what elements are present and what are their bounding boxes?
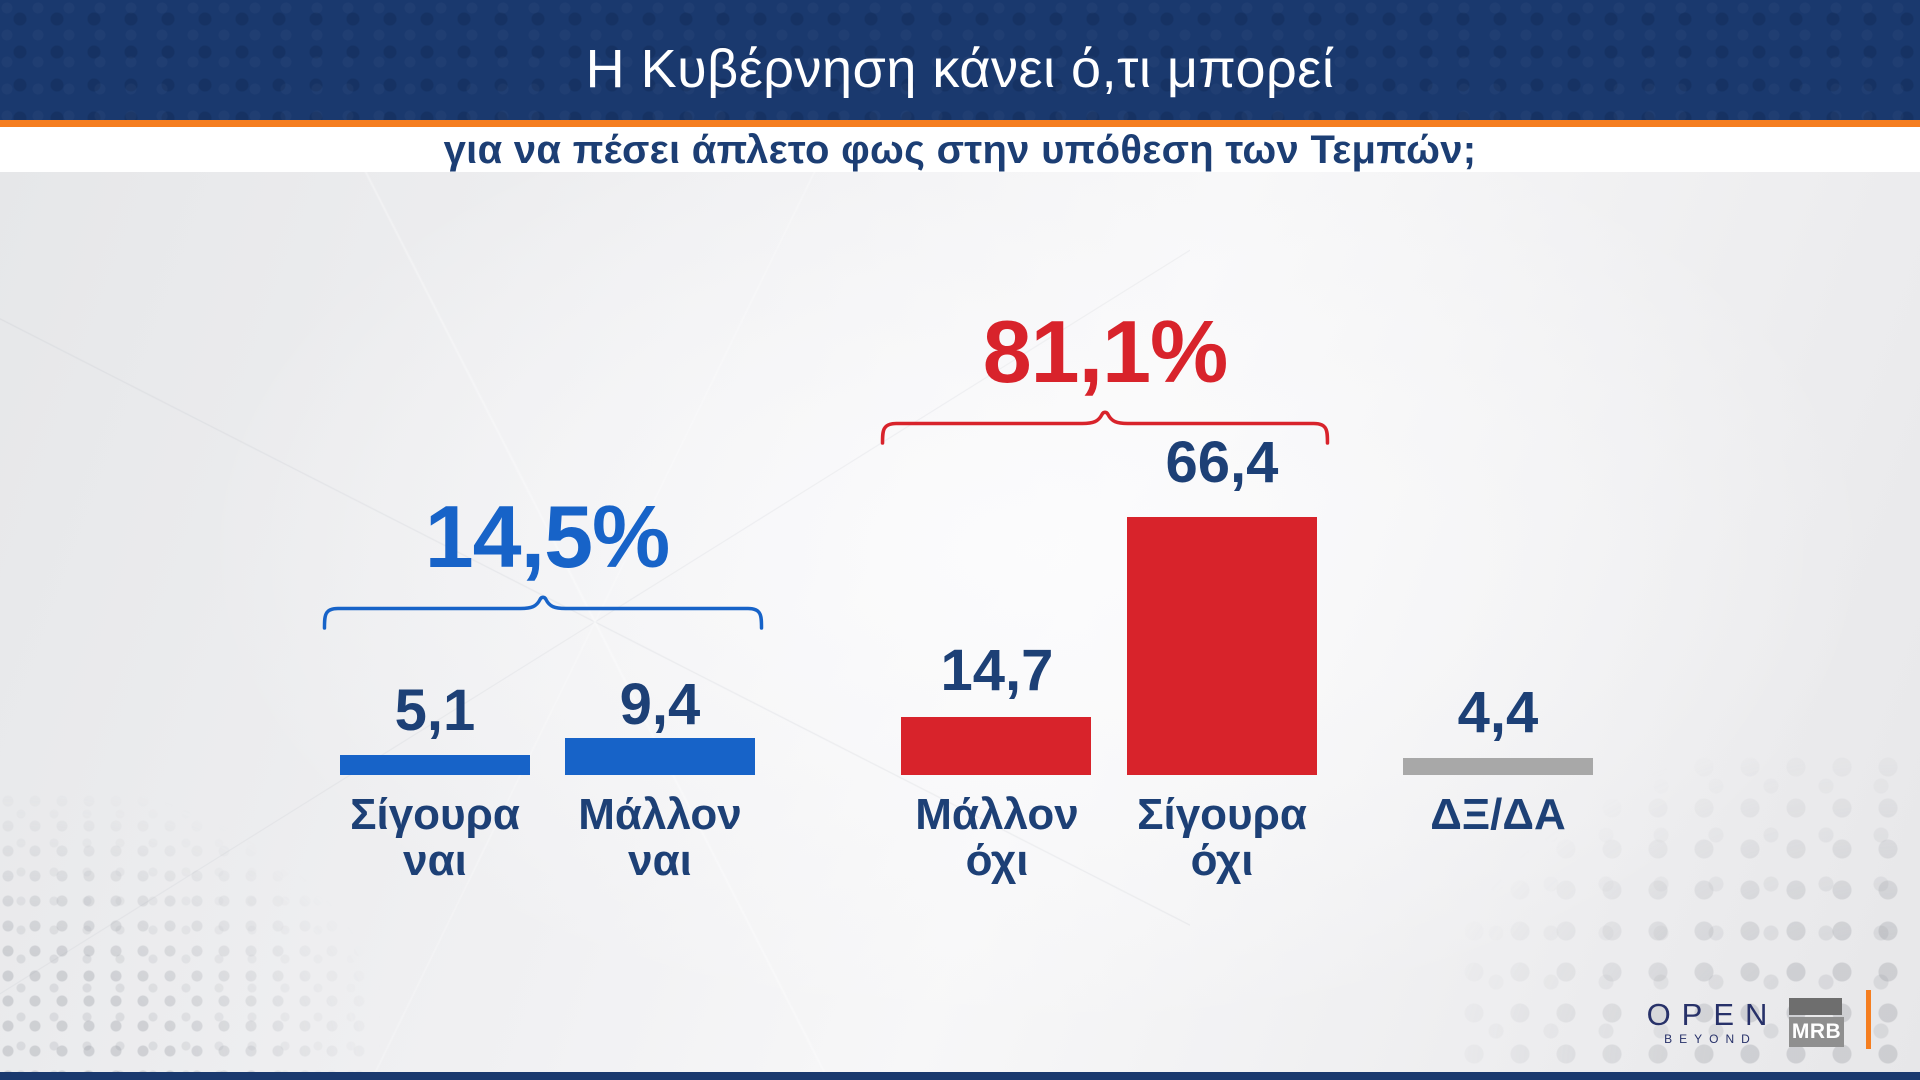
bar-value-dxda: 4,4: [1457, 680, 1539, 745]
header-dot-pattern: [0, 0, 1920, 120]
group-brace-yes: [322, 595, 764, 630]
bar-sigoura-ochi: [1127, 517, 1317, 775]
bar-label-dxda: ΔΞ/ΔΑ: [1430, 790, 1566, 839]
open-logo-tagline: BEYOND: [1664, 1032, 1757, 1046]
mrb-pollster-logo: MRB: [1789, 998, 1844, 1047]
header-bar: Η Κυβέρνηση κάνει ό,τι μπορεί: [0, 0, 1920, 120]
orange-accent-line: [1866, 990, 1871, 1049]
orange-divider: [0, 120, 1920, 127]
group-brace-no: [880, 410, 1330, 445]
mrb-logo-text: MRB: [1789, 1017, 1844, 1047]
bar-label-sigoura-nai: Σίγουρα ναι: [350, 790, 520, 885]
bar-label-mallon-nai: Μάλλον ναι: [578, 790, 742, 885]
bar-sigoura-nai: [340, 755, 530, 775]
group-total-yes: 14,5%: [424, 487, 671, 586]
subtitle-band: για να πέσει άπλετο φως στην υπόθεση των…: [0, 127, 1920, 172]
bar-value-mallon-nai: 9,4: [619, 672, 701, 737]
mrb-logo-top-bar: [1789, 998, 1842, 1015]
bar-chart: 14,5% 81,1% 5,1 9,4 14,7 66,4 4,4 Σίγουρ…: [0, 172, 1920, 1072]
bar-mallon-nai: [565, 738, 755, 775]
bar-mallon-ochi: [901, 717, 1091, 775]
bar-label-sigoura-ochi: Σίγουρα όχι: [1137, 790, 1307, 885]
open-logo-text: OPEN: [1646, 997, 1779, 1032]
bar-value-mallon-ochi: 14,7: [940, 638, 1054, 703]
group-total-no: 81,1%: [982, 302, 1229, 401]
background-mesh-pattern: [0, 172, 1191, 1072]
page-subtitle: για να πέσει άπλετο φως στην υπόθεση των…: [443, 128, 1477, 172]
bar-value-sigoura-ochi: 66,4: [1165, 430, 1279, 495]
bottom-navy-strip: [0, 1072, 1920, 1080]
bar-dxda: [1403, 758, 1593, 775]
page-title: Η Κυβέρνηση κάνει ό,τι μπορεί: [585, 39, 1335, 99]
bar-value-sigoura-nai: 5,1: [394, 678, 476, 743]
open-channel-logo: OPEN BEYOND: [1645, 999, 1769, 1045]
bar-label-mallon-ochi: Μάλλον όχι: [915, 790, 1079, 885]
